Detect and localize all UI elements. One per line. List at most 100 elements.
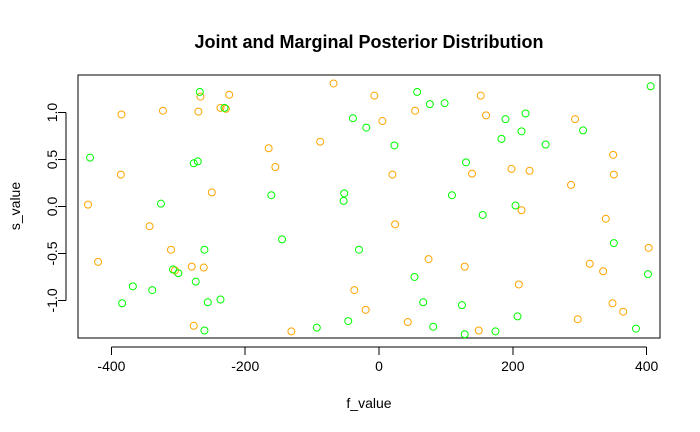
scatter-point-series-1-33 [457,301,466,310]
scatter-point-series-1-12 [200,326,209,335]
plot-frame [77,74,661,339]
y-tick-label-4: 1.0 [44,103,60,123]
scatter-point-series-1-42 [517,127,526,136]
scatter-point-series-0-50 [644,243,653,252]
scatter-point-series-0-14 [216,103,225,112]
scatter-point-series-0-10 [194,107,203,116]
scatter-point-series-0-28 [403,318,412,327]
scatter-point-series-0-33 [474,326,483,335]
scatter-point-series-1-23 [354,245,363,254]
scatter-point-series-1-29 [425,100,434,109]
scatter-point-series-0-6 [166,245,175,254]
scatter-point-series-1-32 [447,191,456,200]
scatter-point-series-1-6 [174,269,183,278]
scatter-point-series-0-29 [411,106,420,115]
scatter-point-series-1-48 [643,270,652,279]
y-axis-label: s_value [7,182,23,230]
x-tick-label-4: 400 [635,358,659,374]
scatter-point-series-1-31 [440,99,449,108]
scatter-point-series-1-44 [541,140,550,149]
scatter-point-series-1-49 [646,82,655,91]
scatter-point-series-1-18 [312,323,321,332]
scatter-point-series-1-39 [501,115,510,124]
scatter-point-series-0-17 [264,144,273,153]
y-tick-label-2: 0.0 [44,197,60,217]
scatter-point-series-1-2 [128,282,137,291]
scatter-point-series-0-9 [189,321,198,330]
scatter-point-series-1-13 [203,298,212,307]
scatter-point-series-1-17 [278,235,287,244]
scatter-point-series-1-11 [200,245,209,254]
scatter-point-series-0-43 [585,259,594,268]
scatter-point-series-0-11 [196,92,205,101]
scatter-point-series-1-15 [220,103,229,112]
scatter-point-series-1-3 [148,286,157,295]
scatter-point-series-0-13 [207,188,216,197]
scatter-point-series-0-27 [391,220,400,229]
scatter-point-series-1-24 [362,123,371,132]
scatter-point-series-1-14 [216,295,225,304]
scatter-point-series-1-47 [631,324,640,333]
plot-frame-layer [77,74,661,339]
scatter-point-series-0-34 [476,91,485,100]
scatter-point-series-1-46 [609,239,618,248]
scatter-point-series-1-5 [168,265,177,274]
y-tick-label-3: 0.5 [44,150,60,170]
scatter-point-series-1-43 [521,109,530,118]
scatter-point-series-0-26 [388,170,397,179]
scatter-point-series-1-1 [118,299,127,308]
x-tick-label-3: 200 [501,358,525,374]
scatter-point-series-1-0 [86,153,95,162]
scatter-point-series-0-36 [507,164,516,173]
scatter-point-series-1-19 [340,189,349,198]
scatter-point-series-1-41 [513,312,522,321]
scatter-point-series-0-39 [525,166,534,175]
x-tick-label-2: 0 [375,358,383,374]
chart-title: Joint and Marginal Posterior Distributio… [194,32,543,52]
scatter-point-series-0-38 [517,206,526,215]
scatter-point-series-1-25 [390,141,399,150]
scatter-point-series-1-4 [156,199,165,208]
scatter-point-series-0-30 [424,255,433,264]
scatter-point-series-0-47 [609,150,618,159]
scatter-point-series-0-15 [221,104,230,113]
scatter-point-series-1-16 [267,191,276,200]
scatter-point-series-1-9 [193,157,202,166]
scatter-point-series-0-5 [158,106,167,115]
scatter-point-series-0-20 [316,137,325,146]
scatter-point-series-0-32 [468,169,477,178]
scatter-point-series-0-19 [287,327,296,336]
x-tick-label-0: -400 [97,358,125,374]
scatter-point-series-0-21 [329,79,338,88]
scatter-point-series-0-2 [117,110,126,119]
points-layer [84,79,655,339]
scatter-point-series-0-25 [378,117,387,126]
scatter-point-series-1-35 [462,158,470,167]
scatter-point-series-0-48 [609,170,618,179]
scatter-point-series-0-46 [608,299,617,308]
scatter-point-series-0-8 [187,262,196,271]
scatter-point-series-0-4 [145,222,154,231]
scatter-point-series-1-10 [195,87,204,96]
scatter-point-series-0-1 [94,257,103,266]
scatter-point-series-1-38 [497,134,506,143]
scatter-point-series-0-41 [571,115,580,124]
axis-layer: -400 -200 0 200 400 -1.0 -0.5 0.0 0.5 1.0 [44,103,659,374]
scatter-point-series-1-20 [339,196,348,205]
scatter-point-series-1-27 [413,87,422,96]
scatter-point-series-0-49 [619,307,628,316]
scatter-point-series-1-22 [348,114,357,123]
scatter-point-series-1-8 [191,277,200,286]
scatter-point-series-0-40 [567,180,576,189]
scatter-point-series-0-37 [514,280,523,289]
scatter-point-series-0-31 [460,262,469,271]
x-axis-label: f_value [346,395,391,411]
y-tick-label-0: -1.0 [44,288,60,312]
scatter-point-series-1-37 [491,327,500,336]
scatter-point-series-0-45 [601,214,610,223]
scatter-point-series-1-45 [579,126,588,135]
scatter-point-series-0-44 [599,267,608,276]
scatter-point-series-0-42 [573,315,582,324]
